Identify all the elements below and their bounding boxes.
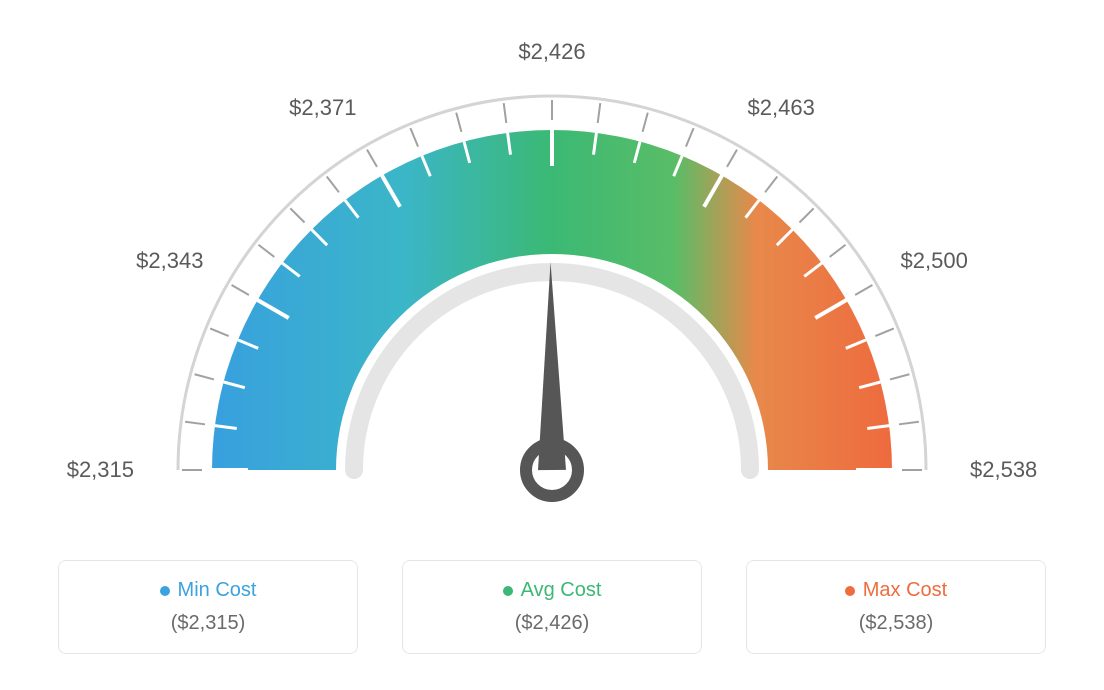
gauge-scale-label: $2,371 bbox=[289, 95, 356, 121]
legend-value-min: ($2,315) bbox=[67, 612, 349, 635]
legend-label-max: Max Cost bbox=[863, 579, 947, 602]
gauge-scale-label: $2,315 bbox=[67, 457, 134, 483]
cost-gauge-chart: $2,315 $2,343 $2,371 $2,426 $2,463 $2,500 $2,5… bbox=[20, 20, 1084, 540]
gauge-tick-outer bbox=[643, 113, 648, 132]
legend-row: Min Cost ($2,315) Avg Cost ($2,426) Max … bbox=[20, 560, 1084, 654]
dot-icon bbox=[503, 586, 513, 596]
gauge-scale-label: $2,343 bbox=[136, 248, 203, 274]
legend-card-min: Min Cost ($2,315) bbox=[58, 560, 358, 654]
gauge-scale-label: $2,426 bbox=[518, 39, 585, 65]
legend-value-max: ($2,538) bbox=[755, 612, 1037, 635]
gauge-tick-outer bbox=[890, 374, 909, 379]
gauge-tick-outer bbox=[875, 328, 893, 336]
gauge-scale-label: $2,500 bbox=[901, 248, 968, 274]
gauge-svg bbox=[20, 20, 1084, 540]
gauge-tick-outer bbox=[195, 374, 214, 379]
dot-icon bbox=[160, 586, 170, 596]
legend-value-avg: ($2,426) bbox=[411, 612, 693, 635]
gauge-scale-label: $2,463 bbox=[748, 95, 815, 121]
legend-card-avg: Avg Cost ($2,426) bbox=[402, 560, 702, 654]
gauge-tick-outer bbox=[185, 422, 205, 425]
gauge-tick-outer bbox=[210, 328, 228, 336]
legend-title-avg: Avg Cost bbox=[411, 579, 693, 602]
gauge-tick-outer bbox=[456, 113, 461, 132]
gauge-tick-outer bbox=[799, 208, 813, 222]
gauge-tick-outer bbox=[327, 176, 339, 192]
legend-label-min: Min Cost bbox=[178, 579, 257, 602]
dot-icon bbox=[845, 586, 855, 596]
legend-title-max: Max Cost bbox=[755, 579, 1037, 602]
legend-title-min: Min Cost bbox=[67, 579, 349, 602]
gauge-tick-outer bbox=[899, 422, 919, 425]
gauge-tick-outer bbox=[598, 103, 601, 123]
gauge-tick-outer bbox=[290, 208, 304, 222]
gauge-tick-outer bbox=[410, 128, 418, 146]
gauge-tick-outer bbox=[830, 245, 846, 257]
gauge-tick-outer bbox=[232, 285, 249, 295]
gauge-scale-label: $2,538 bbox=[970, 457, 1037, 483]
gauge-tick-outer bbox=[727, 150, 737, 167]
gauge-tick-outer bbox=[367, 150, 377, 167]
gauge-tick-outer bbox=[765, 176, 777, 192]
legend-label-avg: Avg Cost bbox=[521, 579, 602, 602]
legend-card-max: Max Cost ($2,538) bbox=[746, 560, 1046, 654]
gauge-tick-outer bbox=[855, 285, 872, 295]
gauge-tick-outer bbox=[258, 245, 274, 257]
gauge-tick-outer bbox=[504, 103, 507, 123]
gauge-tick-outer bbox=[686, 128, 694, 146]
